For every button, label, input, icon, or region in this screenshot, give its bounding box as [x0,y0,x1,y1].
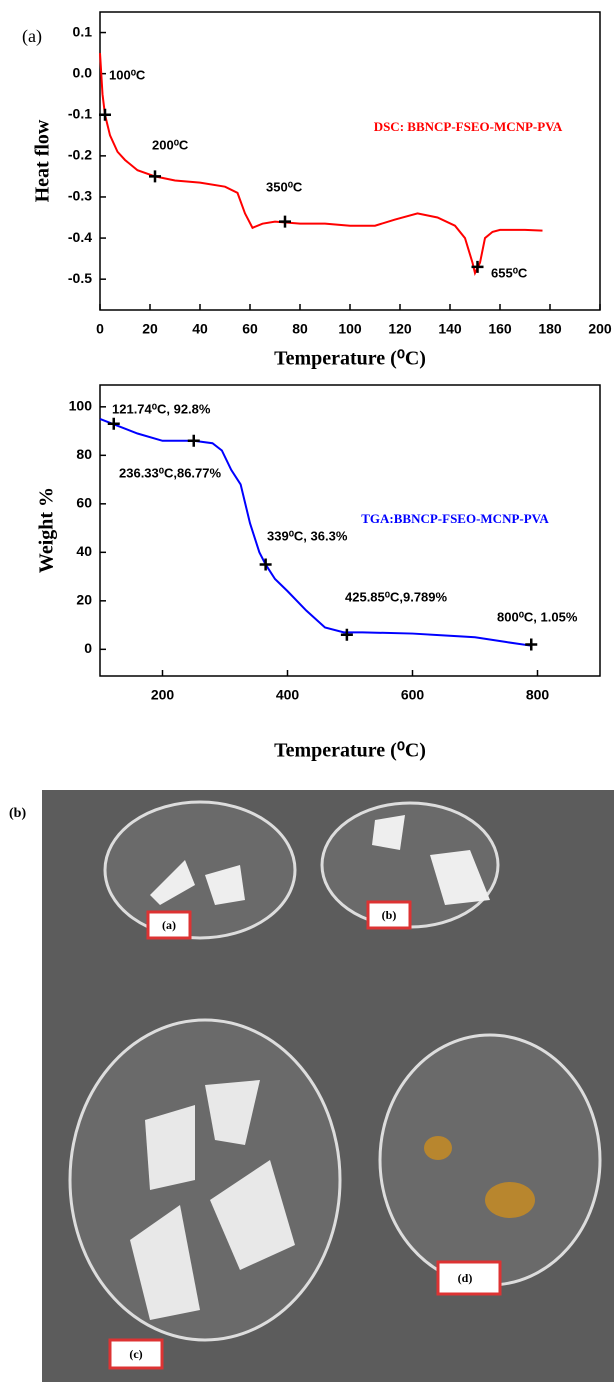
x-tick-label: 160 [488,321,512,337]
x-tick-label: 200 [151,687,175,703]
x-axis-label: Temperature (⁰C) [274,348,426,370]
film [372,815,405,850]
y-tick-label: 100 [69,398,93,414]
petri-dish [105,802,295,938]
legend-label: DSC: BBNCP-FSEO-MCNP-PVA [374,119,563,134]
photo: (a) (b) (c) (d) [42,790,614,1382]
panel-label: (b) [9,806,26,821]
annotation: 350⁰C [266,179,303,194]
y-tick-label: 80 [76,446,92,462]
x-tick-label: 0 [96,321,104,337]
dish-label: (a) [162,918,176,932]
y-tick-label: -0.2 [68,147,92,163]
petri-dish [380,1035,600,1285]
annotation: 655⁰C [491,265,528,280]
y-tick-label: -0.4 [68,229,92,245]
annotation: 100⁰C [109,67,146,82]
y-tick-label: 60 [76,495,92,511]
annotation: 339⁰C, 36.3% [267,528,348,543]
marker [341,629,353,641]
x-tick-label: 80 [292,321,308,337]
panel-label: (a) [22,26,42,47]
y-tick-label: -0.1 [68,105,92,121]
y-axis-label: Heat flow [32,119,54,202]
y-tick-label: 0.1 [73,23,93,39]
y-tick-label: 0.0 [73,64,93,80]
x-tick-label: 40 [192,321,208,337]
annotation: 121.74⁰C, 92.8% [112,401,211,416]
marker [279,216,291,228]
y-tick-label: 0 [84,640,92,656]
film-residue [485,1182,535,1218]
marker [188,435,200,447]
data-line [100,53,543,273]
x-tick-label: 140 [438,321,462,337]
marker [149,170,161,182]
film-residue [424,1136,452,1160]
annotation: 236.33⁰C,86.77% [119,465,222,480]
x-tick-label: 400 [276,687,300,703]
y-tick-label: -0.5 [68,270,92,286]
y-axis-label: Weight % [36,487,58,573]
petri-dish [70,1020,340,1340]
x-tick-label: 60 [242,321,258,337]
x-tick-label: 100 [338,321,362,337]
dish-label: (b) [382,908,397,922]
marker [525,638,537,650]
x-axis-label: Temperature (⁰C) [274,740,426,762]
marker [99,109,111,121]
y-tick-label: 40 [76,543,92,559]
film [145,1105,195,1190]
legend-label: TGA:BBNCP-FSEO-MCNP-PVA [361,511,549,526]
dish-label: (c) [129,1347,142,1361]
marker [108,418,120,430]
marker [260,558,272,570]
x-tick-label: 200 [588,321,612,337]
y-tick-label: 20 [76,592,92,608]
figure: (a) (a) (b) (c) (d) (b) 0 20 40 60 80 100 120 1… [0,0,614,1382]
annotation: 800⁰C, 1.05% [497,609,578,624]
x-tick-label: 120 [388,321,412,337]
x-tick-label: 800 [526,687,550,703]
dish-label: (d) [458,1271,473,1285]
x-tick-label: 180 [538,321,562,337]
x-tick-label: 600 [401,687,425,703]
annotation: 200⁰C [152,137,189,152]
x-tick-label: 20 [142,321,158,337]
annotation: 425.85⁰C,9.789% [345,589,448,604]
y-tick-label: -0.3 [68,188,92,204]
